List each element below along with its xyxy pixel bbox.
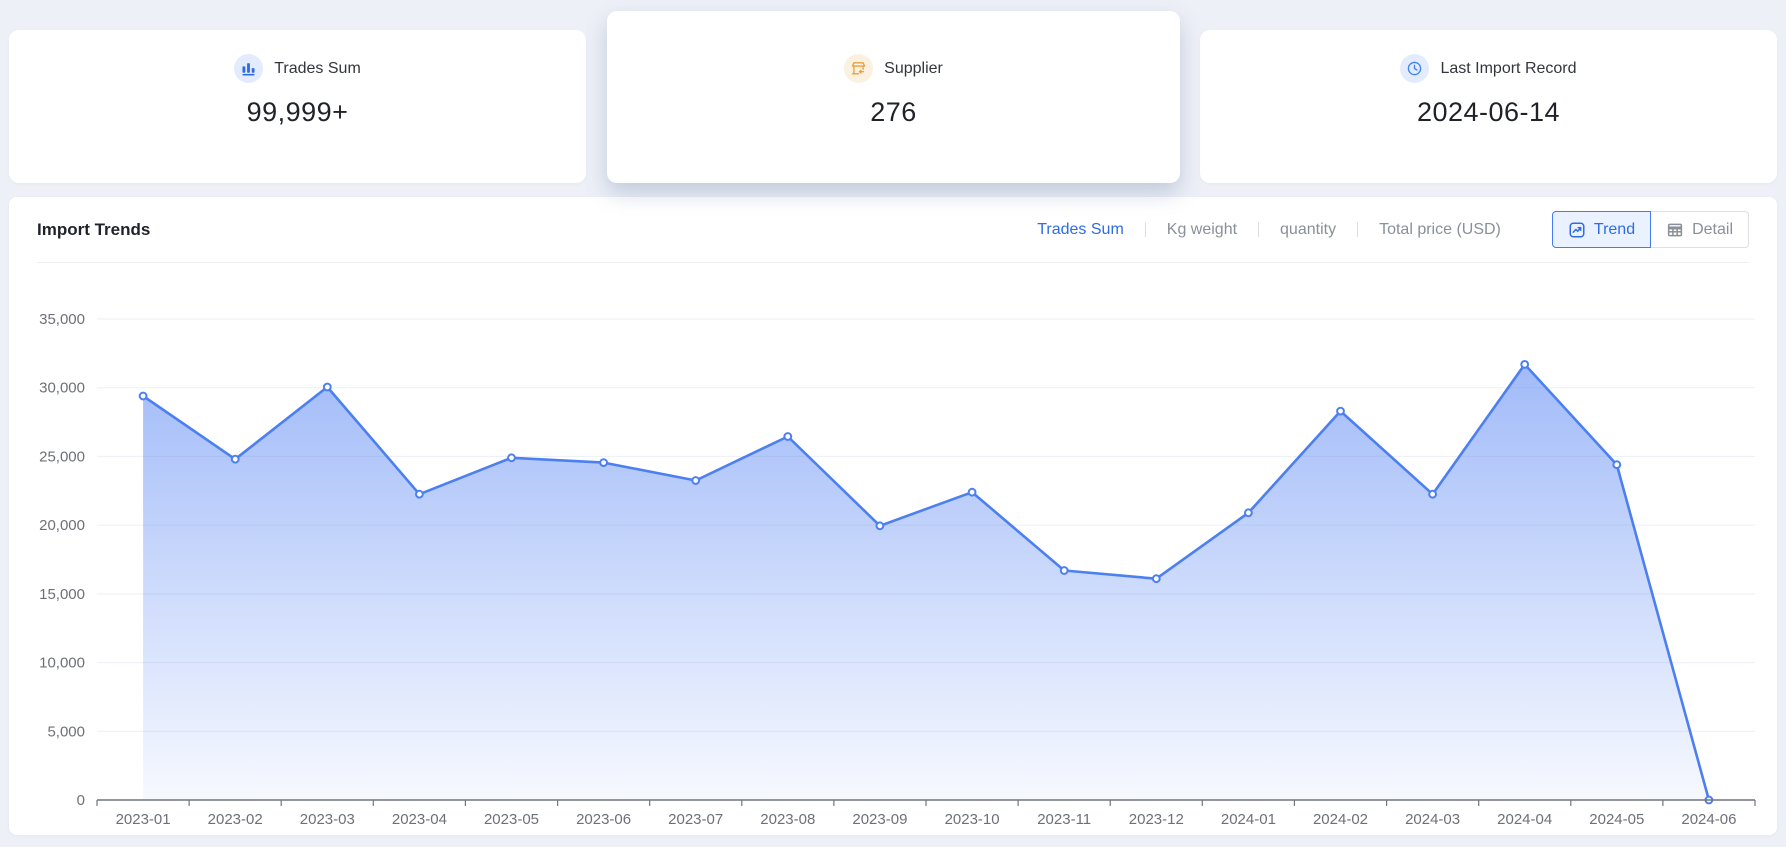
tab-total-price[interactable]: Total price (USD) <box>1379 220 1501 238</box>
detail-view-button[interactable]: Detail <box>1650 211 1749 248</box>
data-point <box>138 391 148 401</box>
svg-text:2023-11: 2023-11 <box>1037 811 1091 828</box>
stat-card-value: 276 <box>870 97 917 127</box>
data-point <box>1520 360 1530 369</box>
stat-card-value: 2024-06-14 <box>1416 97 1561 127</box>
svg-text:2024-03: 2024-03 <box>1405 811 1460 828</box>
table-icon <box>1666 221 1684 239</box>
svg-text:2024-04: 2024-04 <box>1497 811 1552 828</box>
trend-line <box>141 363 1711 802</box>
data-point <box>1428 489 1437 499</box>
svg-text:2024-06: 2024-06 <box>1681 811 1736 828</box>
data-point <box>1244 508 1253 518</box>
stat-card-value: 99,999+ <box>246 97 349 127</box>
svg-text:15,000: 15,000 <box>39 586 85 603</box>
svg-text:25,000: 25,000 <box>39 448 85 465</box>
stat-card-last-import[interactable]: Last Import Record 2024-06-14 <box>1200 30 1777 183</box>
data-point <box>415 489 424 499</box>
data-point <box>599 458 608 468</box>
svg-text:2023-07: 2023-07 <box>668 811 723 828</box>
data-point <box>691 476 701 485</box>
data-point <box>1612 460 1622 470</box>
svg-text:2023-06: 2023-06 <box>576 811 631 828</box>
data-point <box>322 382 332 392</box>
svg-text:2024-02: 2024-02 <box>1313 811 1368 828</box>
svg-text:2023-05: 2023-05 <box>484 811 539 828</box>
page-title: Import Trends <box>37 219 151 239</box>
metric-tabs: Trades Sum Kg weight quantity Total pric… <box>1016 221 1522 239</box>
svg-text:2023-08: 2023-08 <box>760 811 815 828</box>
import-trends-panel: Import Trends Trades Sum Kg weight quant… <box>9 197 1777 835</box>
tab-kg-weight[interactable]: Kg weight <box>1166 220 1238 238</box>
svg-text:2023-02: 2023-02 <box>208 811 263 828</box>
svg-text:35,000: 35,000 <box>39 311 85 328</box>
data-point <box>1336 406 1345 416</box>
svg-text:2023-04: 2023-04 <box>392 811 447 828</box>
data-point <box>1059 566 1069 575</box>
stat-card-label: Supplier <box>884 59 943 77</box>
svg-text:2024-01: 2024-01 <box>1221 811 1276 828</box>
data-point <box>1151 574 1161 584</box>
data-point <box>967 487 977 497</box>
stat-card-trades-sum[interactable]: Trades Sum 99,999+ <box>9 30 586 183</box>
tab-quantity[interactable]: quantity <box>1280 220 1337 238</box>
stat-card-label: Trades Sum <box>274 59 361 77</box>
svg-text:10,000: 10,000 <box>39 655 85 672</box>
view-toggle-group: Trend Detail <box>1551 211 1749 248</box>
svg-text:2023-12: 2023-12 <box>1129 811 1184 828</box>
bar-chart-icon <box>234 54 264 83</box>
clock-icon <box>1400 54 1430 83</box>
tab-separator <box>1357 222 1359 237</box>
svg-text:30,000: 30,000 <box>39 380 85 397</box>
tab-separator <box>1144 222 1146 237</box>
svg-text:2023-03: 2023-03 <box>300 811 355 828</box>
trend-chart-icon <box>1568 221 1586 239</box>
data-point <box>875 521 885 531</box>
tab-trades-sum[interactable]: Trades Sum <box>1037 220 1124 238</box>
storefront-icon <box>844 54 874 83</box>
panel-header: Import Trends Trades Sum Kg weight quant… <box>37 197 1749 263</box>
svg-text:2024-05: 2024-05 <box>1589 811 1644 828</box>
svg-text:0: 0 <box>77 792 85 809</box>
tab-separator <box>1258 222 1260 237</box>
stat-card-supplier[interactable]: Supplier 276 <box>607 11 1180 183</box>
svg-text:5,000: 5,000 <box>47 723 85 740</box>
trend-chart-canvas[interactable]: 0 5,000 10,000 15,000 20,000 25,000 30,000 35,0… <box>9 263 1777 834</box>
trend-view-button[interactable]: Trend <box>1551 211 1652 248</box>
svg-text:2023-10: 2023-10 <box>945 811 1000 828</box>
svg-text:2023-01: 2023-01 <box>116 811 171 828</box>
data-point <box>507 453 516 463</box>
svg-text:20,000: 20,000 <box>39 517 85 534</box>
area-fill <box>143 364 1709 800</box>
data-point <box>783 432 793 441</box>
stat-card-label: Last Import Record <box>1440 59 1577 77</box>
data-point <box>230 454 240 464</box>
svg-text:2023-09: 2023-09 <box>852 811 907 828</box>
